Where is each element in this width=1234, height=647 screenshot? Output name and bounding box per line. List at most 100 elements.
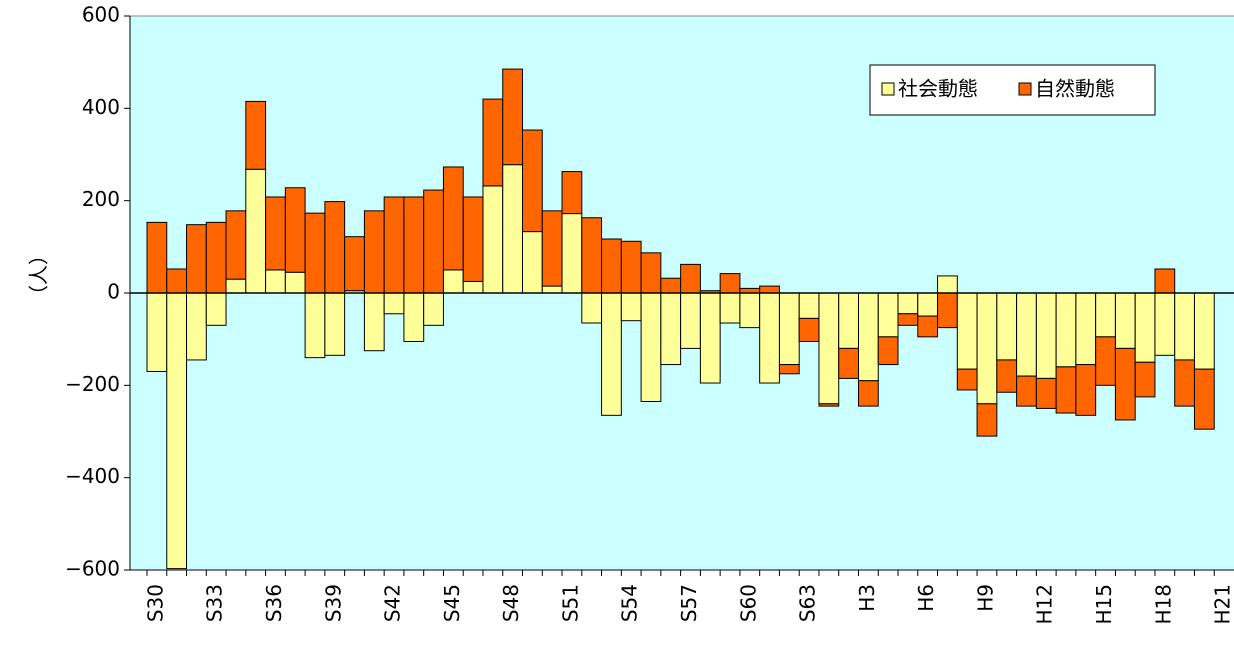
bar: [403, 292, 425, 342]
bar: [937, 292, 958, 329]
bar: [462, 280, 484, 294]
bar: [857, 292, 879, 382]
bar: [818, 403, 840, 407]
bar: [265, 196, 286, 271]
bar: [344, 236, 365, 292]
bar: [1035, 292, 1057, 379]
bar: [937, 275, 958, 294]
x-tick-label: S33: [203, 584, 227, 622]
bar: [186, 292, 207, 361]
y-tick-label: 0: [107, 280, 120, 304]
bar: [166, 268, 188, 294]
x-tick-label: S51: [558, 584, 582, 622]
x-tick-label: S57: [677, 584, 701, 622]
bar: [601, 238, 622, 294]
x-tick-label: H12: [1033, 584, 1057, 625]
bar: [897, 292, 919, 315]
x-tick-label: S63: [796, 584, 820, 622]
bar: [1055, 292, 1077, 368]
bar: [423, 292, 444, 326]
bar: [976, 292, 998, 405]
x-tick-label: H9: [973, 584, 997, 612]
bar: [1055, 366, 1077, 414]
x-tick-label: S39: [321, 584, 345, 622]
bar: [877, 292, 899, 338]
bar: [541, 210, 563, 287]
bar: [759, 292, 780, 384]
bar: [1114, 292, 1136, 349]
y-tick-label: −600: [65, 557, 120, 581]
bar: [581, 292, 603, 324]
bar: [561, 171, 583, 215]
bar: [996, 292, 1018, 361]
bar: [383, 196, 405, 294]
legend-box: [869, 64, 1156, 116]
bar: [363, 292, 385, 352]
legend-label: 自然動態: [1035, 77, 1115, 101]
bar: [462, 196, 484, 282]
x-tick-label: S48: [499, 584, 523, 622]
bar: [304, 292, 326, 359]
bar: [541, 285, 563, 294]
bar: [719, 292, 741, 324]
bar: [838, 292, 859, 349]
bar: [284, 271, 306, 294]
bar: [324, 292, 346, 356]
bar: [956, 292, 978, 370]
bar: [146, 221, 168, 294]
y-tick-label: 400: [82, 95, 120, 119]
bar: [857, 380, 879, 407]
bar: [225, 210, 247, 280]
bar: [1154, 292, 1176, 356]
bar: [1095, 336, 1116, 386]
bar: [877, 336, 899, 366]
x-tick-label: S36: [262, 584, 286, 622]
bar: [778, 292, 800, 366]
bar: [1134, 361, 1156, 398]
x-tick-label: H3: [855, 584, 879, 612]
y-tick-label: −200: [65, 372, 120, 396]
x-tick-label: S54: [618, 584, 642, 622]
bar: [640, 292, 662, 402]
bar: [581, 217, 603, 294]
bar: [1193, 368, 1215, 430]
x-tick-label: H18: [1151, 584, 1175, 625]
legend-swatch: [1018, 82, 1032, 96]
x-tick-label: S30: [143, 584, 167, 622]
bar: [1174, 292, 1195, 361]
bar: [166, 292, 188, 570]
bar: [1016, 375, 1037, 407]
bar: [798, 292, 820, 319]
bar: [838, 347, 859, 379]
bar: [561, 213, 583, 294]
x-tick-label: H21: [1211, 584, 1234, 625]
bar: [442, 269, 464, 294]
bar: [522, 231, 543, 294]
bar: [917, 315, 939, 338]
bar: [1114, 347, 1136, 421]
bar: [660, 292, 682, 366]
bar: [205, 221, 227, 294]
bar: [245, 168, 267, 294]
bar: [976, 403, 998, 437]
bar: [818, 292, 840, 405]
bar: [1075, 364, 1097, 416]
bar: [502, 164, 524, 294]
x-tick-label: H15: [1092, 584, 1116, 625]
y-tick-label: −400: [65, 464, 120, 488]
bar: [719, 273, 741, 294]
bar: [897, 313, 919, 326]
bar: [265, 269, 286, 294]
bar: [759, 285, 780, 294]
bar: [699, 292, 721, 384]
bar: [996, 359, 1018, 393]
bar: [917, 292, 939, 317]
x-tick-label: S60: [736, 584, 760, 622]
bar: [601, 292, 622, 416]
x-tick-label: H6: [914, 584, 938, 612]
x-tick-label: S42: [381, 584, 405, 622]
bar: [304, 212, 326, 294]
legend: 社会動態 自然動態: [869, 64, 1156, 116]
bar: [423, 189, 444, 294]
